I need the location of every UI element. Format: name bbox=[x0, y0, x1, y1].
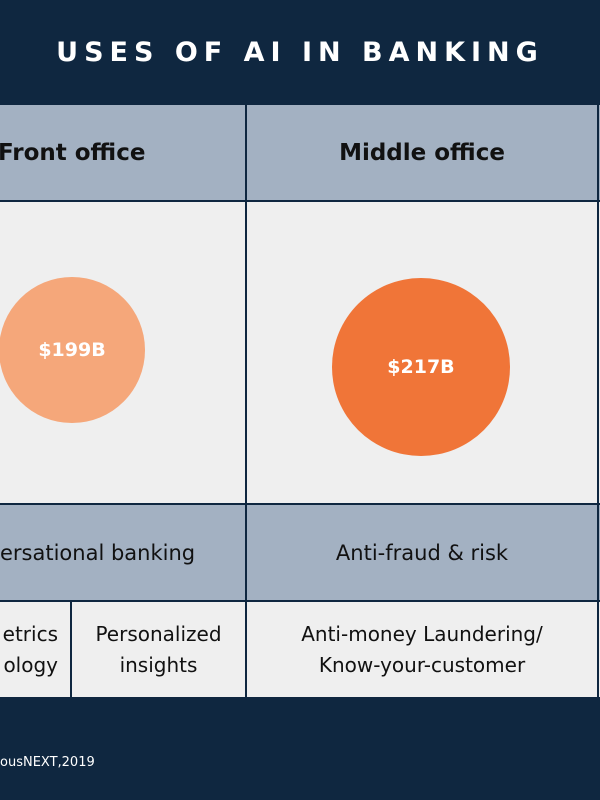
bubble: $199B bbox=[0, 277, 145, 423]
example: Anti-money Laundering/ Know-your-custome… bbox=[247, 602, 597, 697]
example-line: Anti-money Laundering/ bbox=[301, 621, 543, 646]
example-line: Personalized bbox=[95, 621, 222, 646]
bubble-label: $199B bbox=[38, 338, 106, 361]
example-line: ology bbox=[3, 652, 58, 677]
bubble: $217B bbox=[332, 278, 510, 456]
example: Personalized insights bbox=[72, 602, 245, 697]
source: ousNEXT,2019 bbox=[0, 755, 95, 770]
bubble-cell: $199B bbox=[0, 202, 245, 503]
example-line: insights bbox=[119, 652, 198, 677]
example-line: etrics bbox=[2, 621, 58, 646]
title: USES OF AI IN BANKING bbox=[56, 37, 544, 68]
column-header: Front office bbox=[0, 105, 245, 200]
use-case: Anti-fraud & risk bbox=[247, 505, 597, 600]
use-case: ersational banking bbox=[0, 505, 245, 600]
example: etrics ology bbox=[0, 602, 70, 697]
column-header: Middle office bbox=[247, 105, 597, 200]
example-line: Know-your-customer bbox=[318, 652, 526, 677]
bubble-cell: $217B bbox=[247, 202, 597, 503]
bubble-label: $217B bbox=[387, 355, 455, 378]
